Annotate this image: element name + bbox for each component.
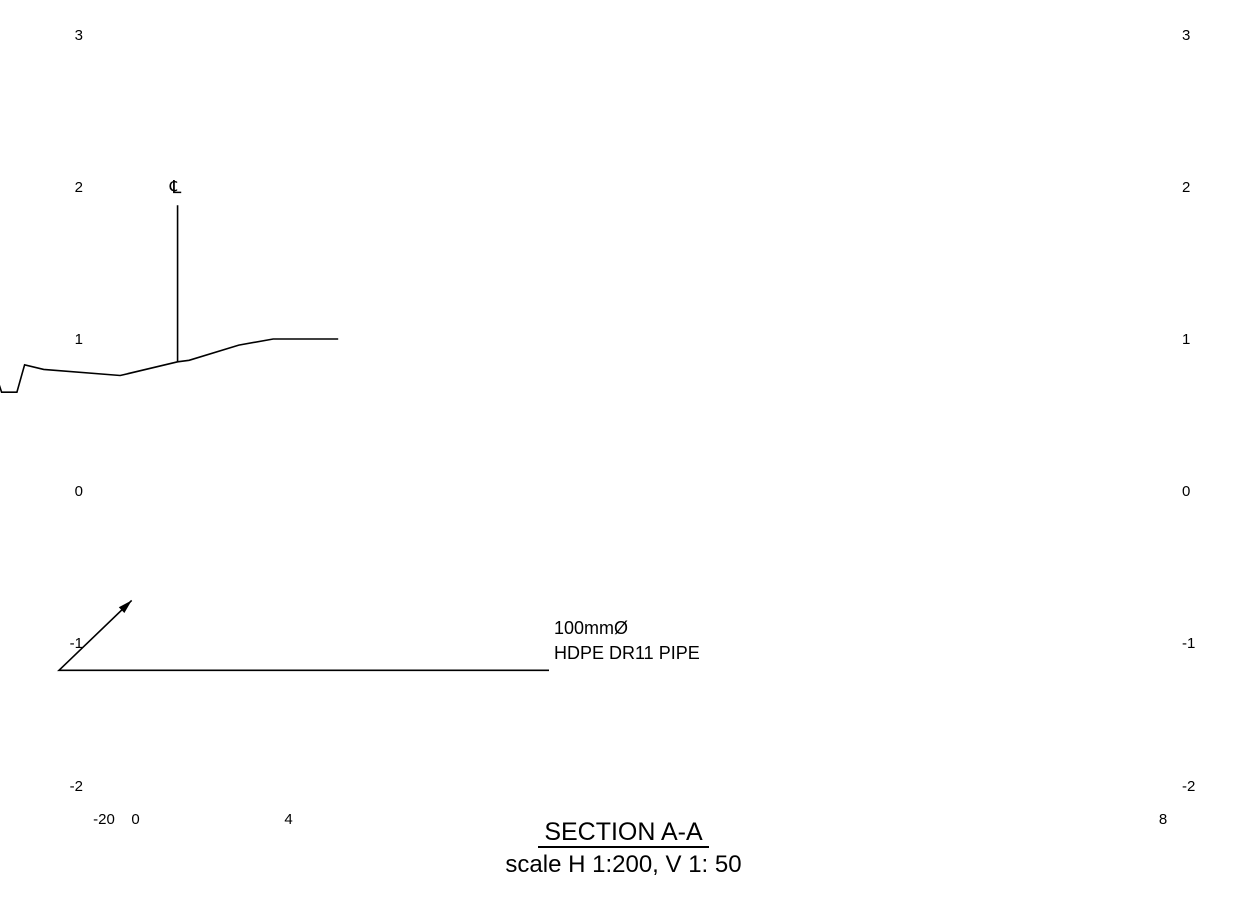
section-title-text: SECTION A-A [538,818,709,848]
x-axis-ticks: -20-16-12-8-4048 [93,811,1167,828]
y-tick-label-left: -1 [70,635,83,652]
y-tick-label-right: 1 [1182,331,1190,348]
y-tick-label-left: 2 [75,179,83,196]
pipe-note-material: HDPE DR11 PIPE [554,643,700,663]
section-scale: scale H 1:200, V 1: 50 [0,851,1247,879]
y-tick-label-right: -2 [1182,778,1195,795]
centerline-marker: ℄ [169,177,182,362]
pipe-callout: 100mmØ HDPE DR11 PIPE [57,599,700,672]
pipe-note-size: 100mmØ [554,618,628,638]
section-title: SECTION A-A [0,818,1247,848]
x-tick-label: -20 [93,811,115,828]
ground-profile-line [0,338,339,394]
y-tick-label-left: 3 [75,27,83,44]
y-tick-label-left: 1 [75,331,83,348]
pipe-leader-arrowhead [118,600,132,614]
y-tick-label-right: 0 [1182,483,1190,500]
x-tick-label: 4 [284,811,292,828]
y-axis-left-ticks: 3 2 1 0 -1 -2 [70,27,83,795]
x-tick-label: 8 [1159,811,1167,828]
x-tick-label: 0 [131,811,139,828]
y-tick-label-right: -1 [1182,635,1195,652]
section-scale-text: scale H 1:200, V 1: 50 [505,851,742,878]
y-tick-label-left: -2 [70,778,83,795]
y-tick-label-left: 0 [75,483,83,500]
y-axis-right-ticks: 3 2 1 0 -1 -2 [1182,27,1195,795]
pipe-leader-line [57,599,549,672]
y-tick-label-right: 3 [1182,27,1190,44]
y-tick-label-right: 2 [1182,179,1190,196]
centerline-symbol: ℄ [169,177,182,197]
